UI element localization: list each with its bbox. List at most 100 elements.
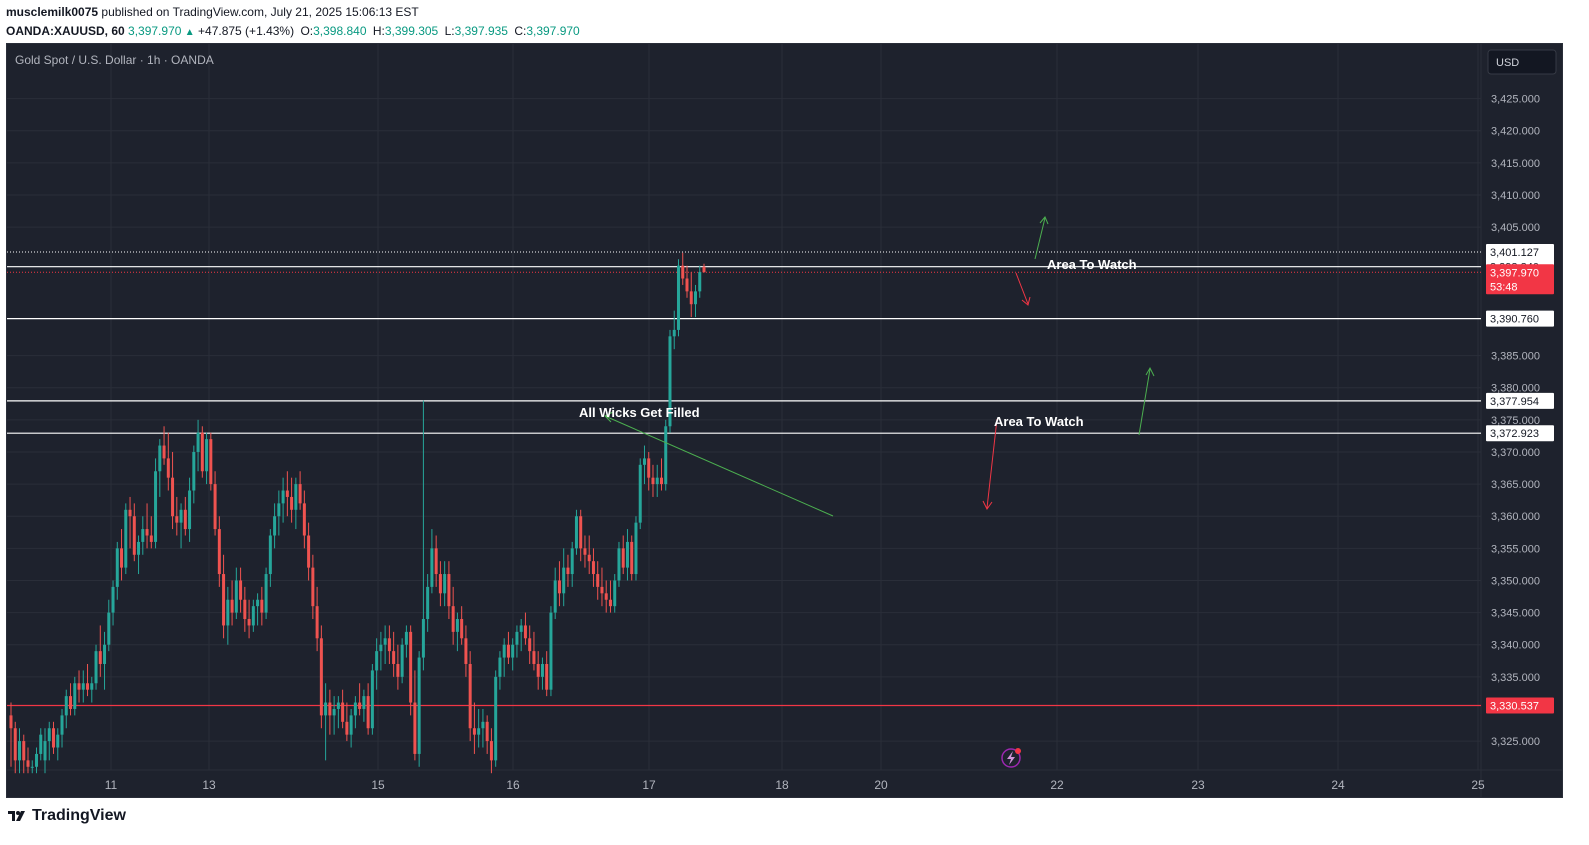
- candle[interactable]: [64, 689, 68, 729]
- candle[interactable]: [511, 638, 515, 671]
- annotation-wicks[interactable]: All Wicks Get Filled: [579, 405, 700, 420]
- candle[interactable]: [268, 529, 272, 587]
- candle[interactable]: [549, 606, 553, 697]
- candle[interactable]: [18, 728, 22, 774]
- candle[interactable]: [311, 554, 315, 620]
- candle[interactable]: [188, 477, 192, 542]
- author-name[interactable]: musclemilk0075: [6, 5, 99, 19]
- candle[interactable]: [128, 496, 132, 549]
- candle[interactable]: [222, 554, 226, 639]
- candle[interactable]: [52, 721, 56, 754]
- candle[interactable]: [94, 644, 98, 690]
- candle[interactable]: [362, 689, 366, 722]
- candle[interactable]: [702, 263, 706, 273]
- candle[interactable]: [625, 529, 629, 581]
- candle[interactable]: [532, 631, 536, 671]
- wick-fill-trendline[interactable]: [604, 415, 834, 517]
- candle[interactable]: [56, 728, 60, 761]
- candle[interactable]: [566, 554, 570, 587]
- candlestick-chart[interactable]: All Wicks Get Filled Area To Watch Area …: [7, 44, 1563, 798]
- candle[interactable]: [553, 567, 557, 620]
- candle[interactable]: [664, 419, 668, 491]
- candle[interactable]: [137, 535, 141, 575]
- annotation-area-top[interactable]: Area To Watch: [1047, 257, 1137, 272]
- candle[interactable]: [634, 516, 638, 581]
- candle[interactable]: [145, 503, 149, 549]
- candle[interactable]: [506, 631, 510, 664]
- candle[interactable]: [489, 728, 493, 774]
- candle[interactable]: [183, 496, 187, 536]
- candle[interactable]: [251, 599, 255, 632]
- candle[interactable]: [81, 670, 85, 703]
- up-arrow-1[interactable]: [1034, 217, 1046, 260]
- lightning-icon[interactable]: [1001, 748, 1021, 768]
- candle[interactable]: [698, 265, 702, 298]
- candle[interactable]: [47, 721, 51, 761]
- candle[interactable]: [562, 548, 566, 607]
- candle[interactable]: [90, 676, 94, 703]
- candle[interactable]: [655, 464, 659, 497]
- candle[interactable]: [358, 683, 362, 716]
- candle[interactable]: [175, 496, 179, 536]
- candle[interactable]: [107, 599, 111, 652]
- candle[interactable]: [468, 651, 472, 742]
- candle[interactable]: [638, 458, 642, 530]
- price-axis[interactable]: 3,425.000 3,420.000 3,415.000 3,410.000 3,40…: [1486, 94, 1554, 748]
- candle[interactable]: [430, 529, 434, 594]
- candle[interactable]: [120, 529, 124, 581]
- candle[interactable]: [98, 625, 102, 677]
- candle[interactable]: [328, 689, 332, 735]
- candle[interactable]: [35, 747, 39, 774]
- candle[interactable]: [205, 432, 209, 485]
- candle[interactable]: [392, 631, 396, 677]
- candle[interactable]: [22, 734, 26, 774]
- candle[interactable]: [528, 625, 532, 664]
- candle[interactable]: [502, 638, 506, 677]
- candle[interactable]: [226, 586, 230, 645]
- candle[interactable]: [158, 439, 162, 497]
- currency-button[interactable]: USD: [1487, 49, 1557, 75]
- candle[interactable]: [387, 625, 391, 664]
- candle[interactable]: [651, 464, 655, 497]
- candle[interactable]: [383, 625, 387, 664]
- candle[interactable]: [319, 625, 323, 729]
- candle[interactable]: [349, 708, 353, 748]
- candle[interactable]: [302, 490, 306, 549]
- time-axis[interactable]: 11 13 15 16 17 18 20 22 23 24 25: [105, 778, 1485, 792]
- candle[interactable]: [659, 458, 663, 491]
- candle[interactable]: [400, 638, 404, 684]
- candle[interactable]: [39, 728, 43, 761]
- candle[interactable]: [604, 580, 608, 613]
- candle[interactable]: [455, 612, 459, 652]
- candle[interactable]: [162, 426, 166, 465]
- candle[interactable]: [171, 451, 175, 530]
- candle[interactable]: [630, 535, 634, 581]
- candle[interactable]: [294, 477, 298, 530]
- candle[interactable]: [264, 567, 268, 620]
- candle[interactable]: [103, 631, 107, 690]
- candle[interactable]: [681, 252, 685, 285]
- candle[interactable]: [413, 670, 417, 761]
- candle[interactable]: [404, 625, 408, 658]
- candle[interactable]: [426, 574, 430, 632]
- candle[interactable]: [307, 522, 311, 581]
- candle[interactable]: [366, 683, 370, 735]
- annotation-area-bottom[interactable]: Area To Watch: [994, 414, 1084, 429]
- candle[interactable]: [557, 561, 561, 607]
- candle[interactable]: [485, 715, 489, 754]
- candle[interactable]: [179, 503, 183, 549]
- candle[interactable]: [256, 593, 260, 626]
- candle[interactable]: [115, 541, 119, 600]
- candle[interactable]: [536, 651, 540, 690]
- candle[interactable]: [579, 509, 583, 562]
- candle[interactable]: [676, 259, 680, 337]
- candle[interactable]: [26, 747, 30, 774]
- candle[interactable]: [277, 490, 281, 536]
- candle[interactable]: [13, 721, 17, 774]
- candle[interactable]: [498, 651, 502, 690]
- candle[interactable]: [421, 400, 425, 671]
- candle[interactable]: [111, 580, 115, 626]
- candle[interactable]: [668, 329, 672, 433]
- candle[interactable]: [239, 567, 243, 613]
- candle[interactable]: [73, 676, 77, 716]
